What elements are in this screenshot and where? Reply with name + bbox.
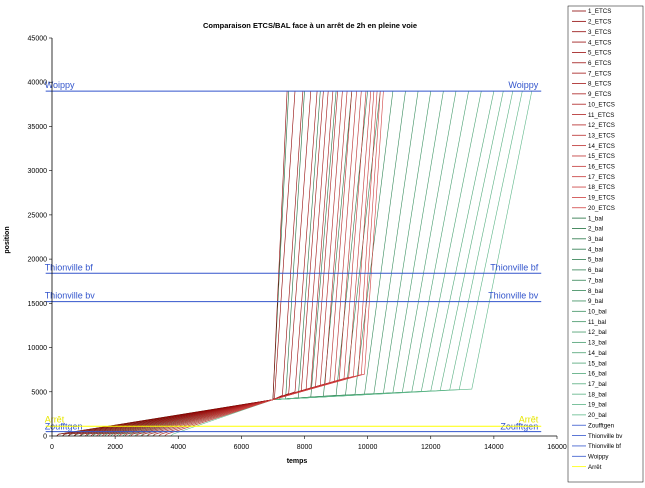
x-axis-label: temps [287, 458, 308, 465]
bal-series-8 [98, 91, 394, 437]
etcs-series-2 [62, 91, 296, 437]
x-tick-label-9: 16000 [547, 444, 567, 451]
etcs-series-3 [67, 91, 304, 437]
legend-entry-33: 13_bal [588, 340, 607, 347]
bal-series-2 [62, 91, 305, 437]
legend-entry-31: 11_bal [588, 319, 606, 326]
x-tick-label-1: 0 [50, 444, 54, 451]
x-tick-label-4: 6000 [234, 444, 250, 451]
etcs-series-12 [118, 91, 353, 437]
y-tick-label-7: 30000 [28, 168, 48, 175]
legend-entry-5: 5_ETCS [588, 50, 611, 57]
legend-entry-41: Zoufftgen [588, 422, 615, 429]
y-tick-label-2: 5000 [31, 389, 47, 396]
y-tick-label-10: 45000 [28, 36, 48, 43]
chart-title: Comparaison ETCS/BAL face à un arrêt de … [203, 21, 417, 30]
legend: 1_ETCS 2_ETCS 3_ETCS 4_ETCS 5_ETCS 6_ETCS 7_ET… [567, 5, 644, 483]
legend-entry-42: Thionville bv [588, 433, 623, 440]
legend-entry-15: 15_ETCS [588, 153, 615, 160]
reference-label-left-5: Woippy [45, 80, 75, 90]
y-tick-label-9: 40000 [28, 80, 48, 87]
legend-entry-45: Arrêt [588, 464, 602, 471]
x-tick-label-3: 4000 [170, 444, 186, 451]
reference-label-right-3: Thionville bv [488, 291, 539, 301]
etcs-series-17 [147, 91, 375, 437]
legend-entry-12: 12_ETCS [588, 122, 615, 129]
legend-entry-14: 14_ETCS [588, 143, 615, 150]
legend-entry-17: 17_ETCS [588, 174, 615, 181]
legend-entry-10: 10_ETCS [588, 101, 615, 108]
legend-entry-44: Woippy [588, 453, 609, 460]
y-tick-label-1: 0 [43, 434, 47, 441]
legend-entry-22: 2_bal [588, 226, 603, 233]
legend-entry-20: 20_ETCS [588, 205, 615, 212]
legend-entry-28: 8_bal [588, 288, 603, 295]
legend-entry-35: 15_bal [588, 360, 607, 367]
y-tick-label-6: 25000 [28, 212, 48, 219]
x-tick-label-8: 14000 [484, 444, 504, 451]
legend-entry-7: 7_ETCS [588, 70, 611, 77]
reference-label-right-4: Thionville bf [490, 262, 539, 272]
bal-series-3 [68, 91, 321, 437]
x-tick-label-2: 2000 [107, 444, 123, 451]
bal-series-4 [74, 91, 337, 437]
reference-label-right-2: Arrêt [519, 414, 539, 424]
etcs-series-9 [101, 91, 338, 437]
legend-entry-39: 19_bal [588, 402, 607, 409]
legend-entry-21: 1_bal [588, 215, 603, 222]
legend-entry-1: 1_ETCS [588, 8, 611, 15]
etcs-series-7 [90, 91, 329, 437]
etcs-series-6 [84, 91, 324, 437]
legend-entry-27: 7_bal [588, 277, 603, 284]
etcs-series-5 [79, 91, 318, 437]
legend-entry-4: 4_ETCS [588, 39, 611, 46]
legend-entry-40: 20_bal [588, 412, 607, 419]
legend-entry-26: 6_bal [588, 267, 603, 274]
legend-entry-29: 9_bal [588, 298, 603, 305]
axes: 0 2000 4000 6000 8000 10000 12000 14000 16000 0 50… [28, 36, 567, 452]
legend-entry-3: 3_ETCS [588, 29, 611, 36]
x-tick-label-7: 12000 [421, 444, 441, 451]
legend-entry-13: 13_ETCS [588, 132, 615, 139]
legend-entry-9: 9_ETCS [588, 91, 611, 98]
etcs-series-20 [164, 91, 384, 437]
legend-entry-19: 19_ETCS [588, 195, 615, 202]
legend-box [567, 5, 644, 483]
y-tick-label-4: 15000 [28, 301, 48, 308]
etcs-series-16 [141, 91, 372, 437]
legend-entry-2: 2_ETCS [588, 19, 611, 26]
reference-label-left-3: Thionville bv [45, 291, 96, 301]
etcs-series-8 [96, 91, 334, 437]
legend-entry-11: 11_ETCS [588, 112, 614, 119]
x-tick-label-5: 8000 [297, 444, 313, 451]
legend-entry-6: 6_ETCS [588, 60, 611, 67]
legend-entry-16: 16_ETCS [588, 164, 615, 171]
legend-entry-36: 16_bal [588, 371, 607, 378]
etcs-series-1 [56, 91, 288, 437]
legend-entry-38: 18_bal [588, 391, 607, 398]
reference-label-left-2: Arrêt [45, 414, 65, 424]
legend-entry-8: 8_ETCS [588, 81, 611, 88]
y-tick-label-8: 35000 [28, 124, 48, 131]
x-tick-label-6: 10000 [358, 444, 378, 451]
reference-label-left-4: Thionville bf [45, 262, 94, 272]
legend-entry-34: 14_bal [588, 350, 607, 357]
bal-series-13 [128, 91, 457, 437]
legend-entry-24: 4_bal [588, 246, 603, 253]
bal-series-20 [170, 91, 533, 437]
y-tick-label-5: 20000 [28, 257, 48, 264]
reference-label-right-5: Woippy [508, 80, 538, 90]
legend-entry-25: 5_bal [588, 257, 603, 264]
legend-entry-37: 17_bal [588, 381, 607, 388]
legend-entry-32: 12_bal [588, 329, 607, 336]
legend-entry-23: 3_bal [588, 236, 603, 243]
y-axis-label: position [4, 226, 11, 253]
y-tick-label-3: 10000 [28, 345, 48, 352]
legend-entry-18: 18_ETCS [588, 184, 615, 191]
legend-entry-43: Thionville bf [588, 443, 621, 450]
legend-entry-30: 10_bal [588, 309, 607, 316]
